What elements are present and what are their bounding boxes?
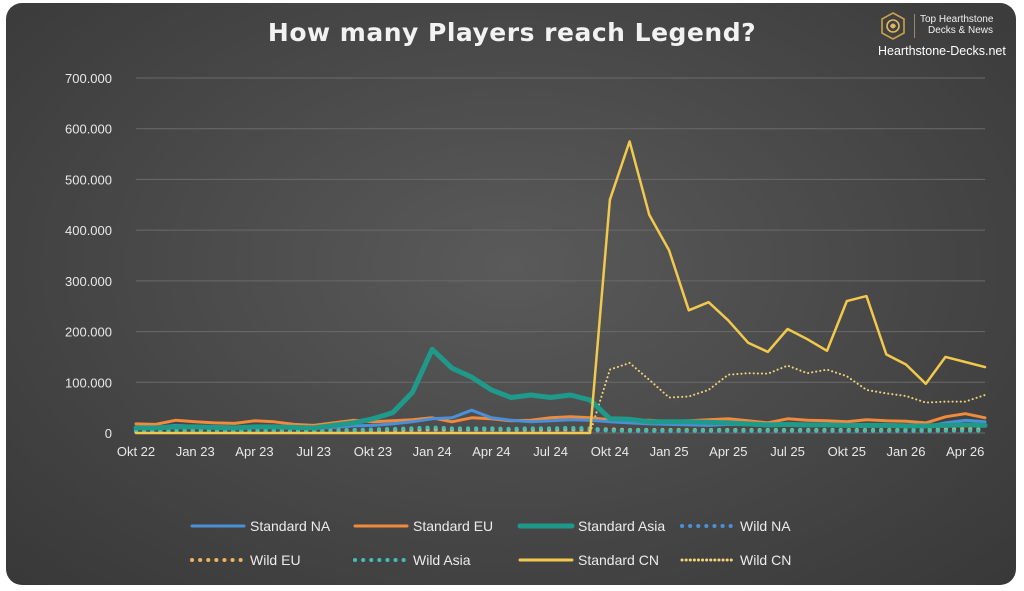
brand-divider — [914, 14, 915, 38]
x-tick-label: Okt 24 — [591, 444, 629, 459]
x-tick-label: Okt 23 — [354, 444, 392, 459]
hearthstone-logo-icon — [881, 12, 905, 40]
legend-label: Wild Asia — [413, 552, 471, 568]
legend-label: Wild EU — [250, 552, 301, 568]
x-tick-label: Jan 26 — [886, 444, 925, 459]
series-line-standard-eu[interactable] — [134, 412, 987, 427]
x-tick-label: Okt 22 — [117, 444, 155, 459]
legend-label: Wild CN — [740, 552, 791, 568]
legend-item[interactable]: Standard NA — [190, 518, 331, 534]
legend-item[interactable]: Standard CN — [518, 552, 659, 568]
legend-item[interactable]: Wild NA — [680, 518, 791, 534]
y-tick-label: 0 — [105, 426, 112, 441]
y-axis-ticks: 0 100.000 200.000 300.000 400.000 500.000 600.… — [65, 71, 112, 441]
x-tick-label: Okt 25 — [828, 444, 866, 459]
chart-title: How many Players reach Legend? — [267, 18, 757, 47]
y-tick-label: 600.000 — [65, 122, 112, 137]
series-line-standard-cn[interactable] — [134, 140, 987, 435]
x-tick-label: Jan 23 — [176, 444, 215, 459]
y-tick-label: 400.000 — [65, 223, 112, 238]
legend-label: Standard CN — [578, 552, 659, 568]
x-tick-label: Jul 24 — [533, 444, 568, 459]
x-tick-label: Jul 25 — [770, 444, 805, 459]
x-tick-label: Apr 26 — [946, 444, 984, 459]
brand-tagline-top: Top Hearthstone — [920, 14, 994, 25]
y-tick-label: 500.000 — [65, 172, 112, 187]
y-tick-label: 200.000 — [65, 325, 112, 340]
legend-label: Standard EU — [413, 518, 493, 534]
y-tick-label: 100.000 — [65, 375, 112, 390]
series-line-wild-cn[interactable] — [135, 361, 986, 434]
brand-badge[interactable]: Top Hearthstone Decks & News Hearthstone… — [876, 8, 1012, 58]
legend-label: Wild NA — [740, 518, 791, 534]
legend-item[interactable]: Standard Asia — [517, 518, 665, 534]
y-tick-label: 300.000 — [65, 274, 112, 289]
brand-tagline-bottom: Decks & News — [928, 25, 994, 36]
x-tick-label: Jul 23 — [296, 444, 331, 459]
legend-item[interactable]: Wild EU — [190, 552, 301, 568]
x-tick-label: Apr 23 — [235, 444, 273, 459]
brand-site-link[interactable]: Hearthstone-Decks.net — [878, 44, 1006, 58]
legend-label: Standard Asia — [578, 518, 665, 534]
x-tick-label: Apr 25 — [709, 444, 747, 459]
legend: Standard NA Standard EU Standard Asia Wild … — [190, 518, 791, 568]
x-tick-label: Jan 25 — [650, 444, 689, 459]
grid-lines — [136, 77, 985, 434]
legend-item[interactable]: Standard EU — [353, 518, 493, 534]
series-lines — [133, 140, 988, 435]
x-axis-ticks: Okt 22 Jan 23 Apr 23 Jul 23 Okt 23 Jan 24 Apr … — [117, 444, 985, 459]
chart-card — [6, 3, 1016, 585]
y-tick-label: 700.000 — [65, 71, 112, 86]
legend-label: Standard NA — [250, 518, 331, 534]
x-tick-label: Jan 24 — [413, 444, 452, 459]
x-tick-label: Apr 24 — [472, 444, 510, 459]
legend-item[interactable]: Wild Asia — [353, 552, 471, 568]
series-line-standard-asia[interactable] — [133, 346, 988, 431]
legend-item[interactable]: Wild CN — [680, 552, 791, 568]
